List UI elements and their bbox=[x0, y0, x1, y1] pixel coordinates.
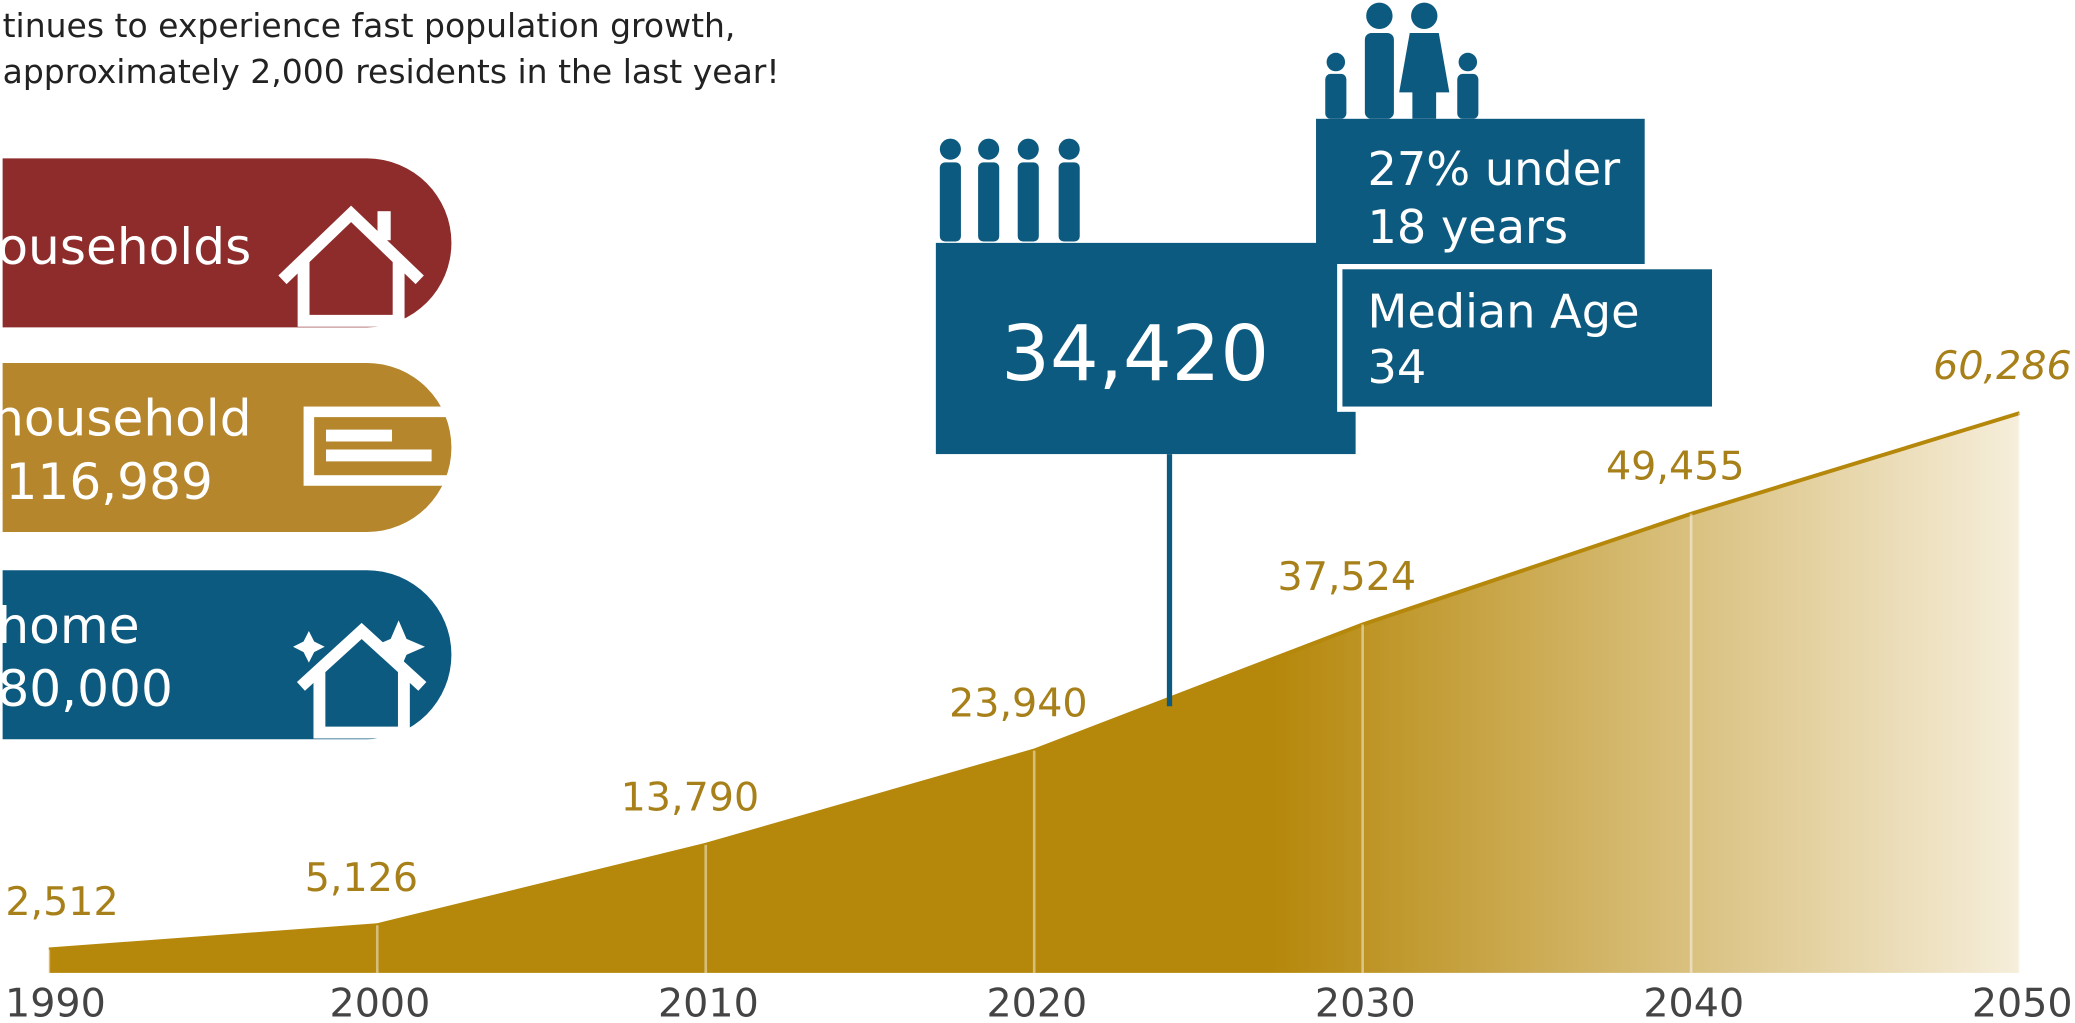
value-label: 5,126 bbox=[305, 855, 418, 901]
x-tick-label: 2050 bbox=[1972, 980, 2073, 1023]
icon-group bbox=[940, 139, 1080, 242]
value-label: 13,790 bbox=[621, 774, 760, 820]
intro-text: approximately 2,000 residents in the las… bbox=[3, 52, 780, 91]
x-tick-label: 2010 bbox=[658, 980, 759, 1023]
population: 34,420 bbox=[1001, 310, 1269, 399]
panel-text: home bbox=[0, 596, 140, 655]
value-label: 23,940 bbox=[949, 680, 1088, 726]
value-label: 2,512 bbox=[5, 879, 118, 925]
x-tick-label: 2020 bbox=[986, 980, 1087, 1023]
x-tick-label: 2000 bbox=[330, 980, 431, 1023]
intro-text: tinues to experience fast population gro… bbox=[3, 6, 736, 45]
x-tick-label: 2040 bbox=[1643, 980, 1744, 1023]
median-text: Median Age bbox=[1368, 284, 1640, 338]
icon-family bbox=[1325, 3, 1478, 119]
panel-text: household bbox=[0, 389, 252, 448]
value-label: 60,286 bbox=[1933, 343, 2072, 389]
x-tick-label: 2030 bbox=[1315, 980, 1416, 1023]
x-tick-label: 1990 bbox=[5, 980, 106, 1023]
page: ouseholds household$116,989 home80,000 tin… bbox=[0, 0, 2075, 1023]
median-text: 34 bbox=[1368, 340, 1427, 394]
value-label: 37,524 bbox=[1278, 554, 1417, 600]
panel-text: ouseholds bbox=[0, 217, 251, 276]
youth-text: 27% under bbox=[1368, 142, 1621, 196]
infographic: ouseholds household$116,989 home80,000 tin… bbox=[0, 0, 2075, 1023]
youth-text: 18 years bbox=[1368, 200, 1569, 254]
value-label: 49,455 bbox=[1606, 443, 1745, 489]
house-icon bbox=[378, 211, 391, 240]
panel-text: $116,989 bbox=[0, 452, 213, 511]
panel-text: 80,000 bbox=[0, 659, 173, 718]
